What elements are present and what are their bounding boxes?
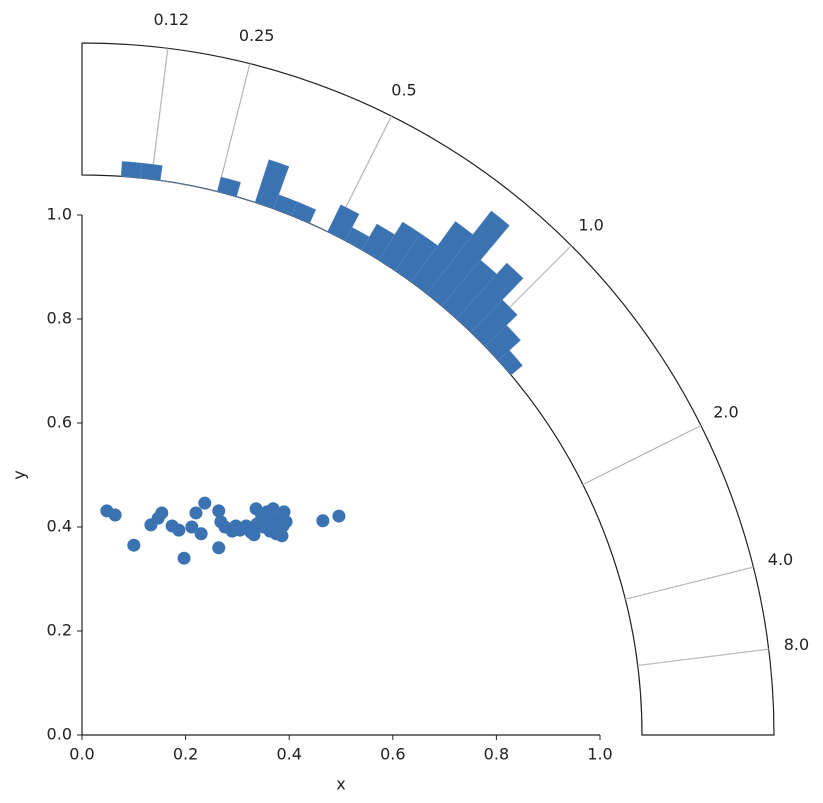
scatter-point bbox=[266, 502, 280, 516]
arc-tick-line bbox=[217, 63, 251, 192]
arc-tick-label: 4.0 bbox=[768, 550, 793, 569]
hist-bar bbox=[140, 162, 163, 181]
scatter-point bbox=[212, 504, 226, 518]
arc-tick-label: 0.25 bbox=[239, 26, 275, 45]
scatter-point bbox=[185, 520, 199, 534]
hist-bar bbox=[484, 324, 521, 361]
scatter-point bbox=[155, 506, 169, 520]
scatter-point bbox=[177, 551, 191, 565]
hist-bar bbox=[160, 180, 180, 184]
x-tick-label: 0.6 bbox=[380, 745, 405, 764]
scatter-point bbox=[212, 541, 226, 555]
arc-tick-label: 8.0 bbox=[784, 635, 809, 654]
hist-bar bbox=[309, 223, 328, 232]
x-tick-label: 0.0 bbox=[69, 745, 94, 764]
arc-tick-line bbox=[150, 48, 169, 180]
x-tick-label: 0.8 bbox=[484, 745, 509, 764]
hist-bar bbox=[254, 159, 290, 210]
scatter-point bbox=[189, 506, 203, 520]
y-tick-label: 0.0 bbox=[47, 725, 72, 744]
scatter-point bbox=[194, 527, 208, 541]
arc-tick-label: 1.0 bbox=[578, 215, 603, 234]
hist-bar bbox=[179, 183, 199, 188]
hist-bar bbox=[497, 349, 523, 376]
hist-bar bbox=[120, 161, 143, 179]
arc-tick-label: 0.5 bbox=[391, 81, 416, 100]
x-tick-label: 0.2 bbox=[173, 745, 198, 764]
x-tick-label: 0.4 bbox=[276, 745, 301, 764]
hist-bar bbox=[456, 262, 524, 333]
arc-tick-label: 2.0 bbox=[713, 403, 738, 422]
arc-tick-line bbox=[582, 424, 702, 486]
arc-tick-line bbox=[637, 648, 769, 667]
arc-frame bbox=[81, 42, 775, 736]
hist-bar bbox=[426, 210, 510, 307]
y-tick-label: 0.2 bbox=[47, 621, 72, 640]
scatter-point bbox=[277, 505, 291, 519]
hist-bar bbox=[217, 176, 241, 198]
arc-tick-label: 0.12 bbox=[153, 10, 189, 29]
y-tick-label: 0.4 bbox=[47, 517, 72, 536]
hist-bar bbox=[327, 204, 360, 241]
scatter-point bbox=[332, 509, 346, 523]
x-tick-label: 1.0 bbox=[587, 745, 612, 764]
scatter-point bbox=[172, 523, 186, 537]
scatter-point bbox=[108, 508, 122, 522]
scatter-point bbox=[276, 519, 290, 533]
y-tick-label: 0.8 bbox=[47, 309, 72, 328]
y-axis-label: y bbox=[10, 470, 29, 479]
scatter-point bbox=[198, 496, 212, 510]
hist-bar bbox=[236, 196, 256, 203]
hist-bar bbox=[198, 187, 218, 192]
scatter-point bbox=[127, 538, 141, 552]
arc-tick-line bbox=[625, 566, 754, 600]
hist-bar bbox=[291, 201, 317, 224]
hist-bar bbox=[470, 299, 518, 347]
scatter-point bbox=[316, 514, 330, 528]
y-tick-label: 0.6 bbox=[47, 413, 72, 432]
y-tick-label: 1.0 bbox=[47, 205, 72, 224]
x-axis-label: x bbox=[336, 775, 345, 794]
scatter-point bbox=[247, 528, 261, 542]
